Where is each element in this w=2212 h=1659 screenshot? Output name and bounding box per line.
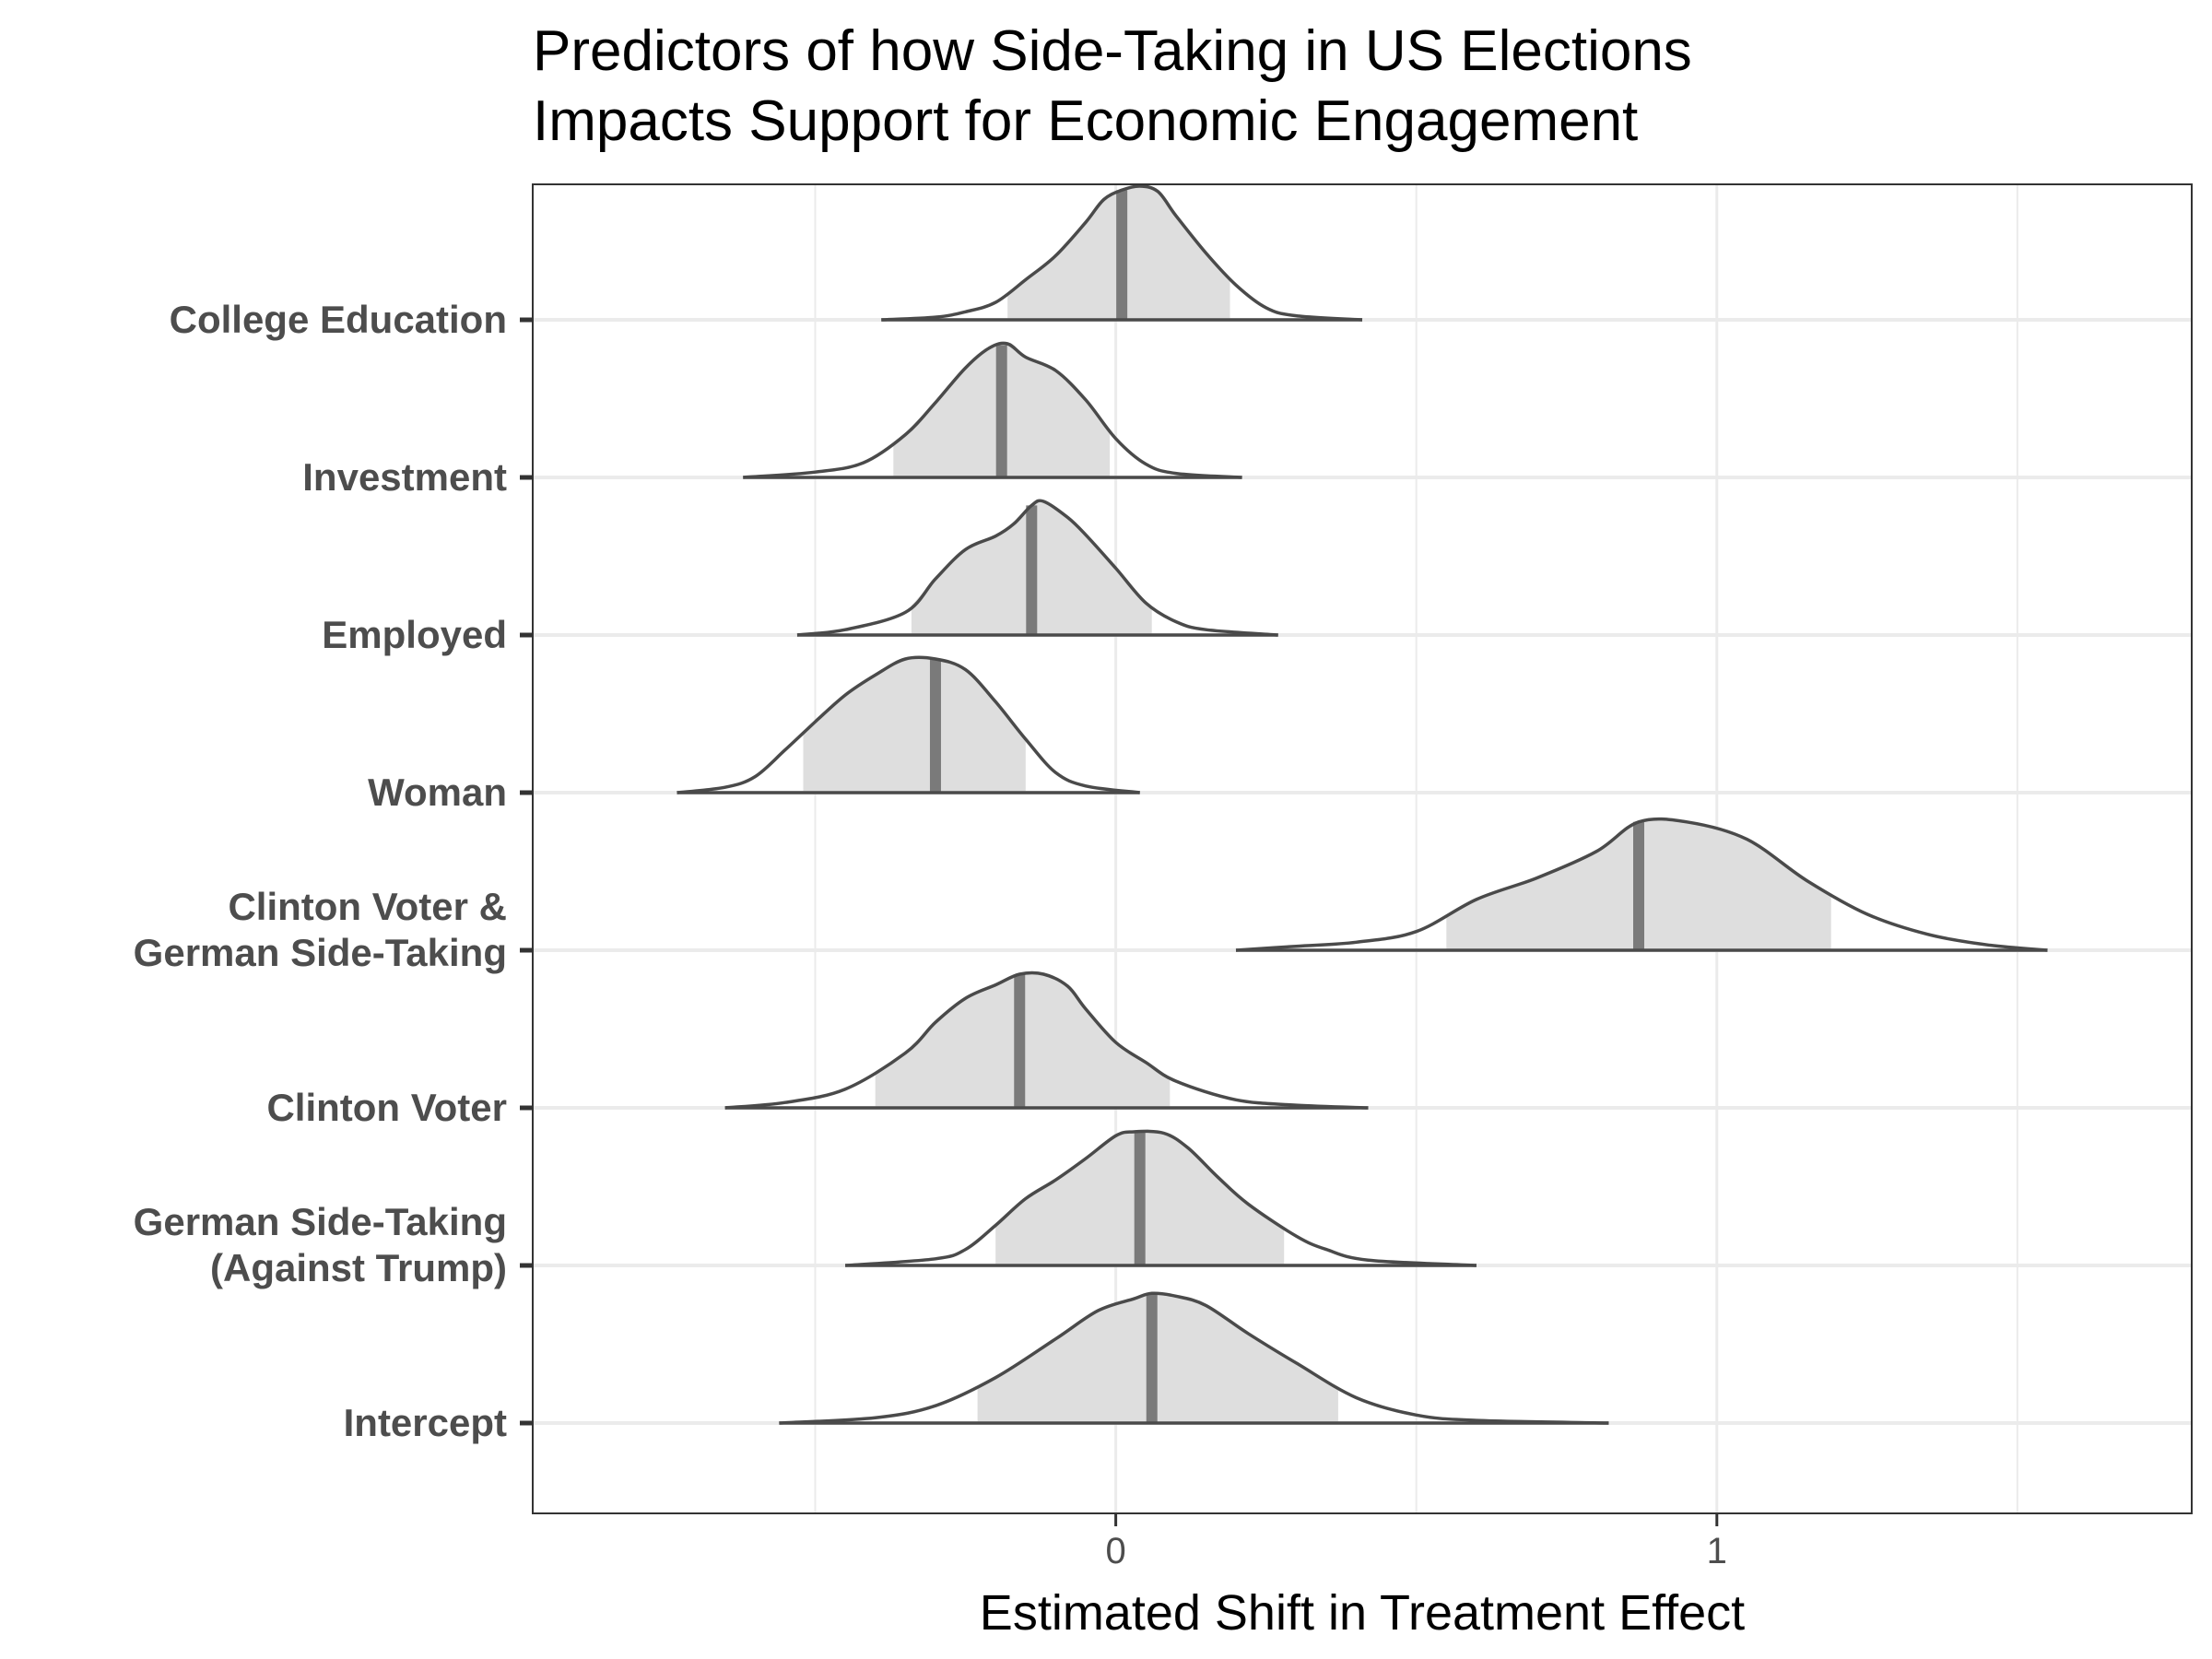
y-axis-labels: College Education Investment Employed Woman… bbox=[134, 298, 533, 1444]
x-tick-label: 1 bbox=[1707, 1531, 1727, 1571]
ridge-density-outline bbox=[1235, 817, 2048, 952]
y-axis-label: Woman bbox=[368, 771, 507, 814]
ridge-density-outline bbox=[677, 655, 1140, 794]
y-axis-label: Employed bbox=[322, 613, 507, 656]
y-axis-label: College Education bbox=[170, 298, 507, 341]
ridge-density-outline bbox=[881, 184, 1363, 322]
ridges bbox=[677, 184, 2048, 1425]
ridge-density-outline bbox=[724, 971, 1369, 1110]
y-axis-label: Clinton Voter & bbox=[228, 885, 507, 928]
x-axis-title: Estimated Shift in Treatment Effect bbox=[980, 1585, 1745, 1641]
y-axis-label: German Side-Taking bbox=[134, 1200, 507, 1243]
x-tick-label: 0 bbox=[1105, 1531, 1125, 1571]
chart-title-line-2: Impacts Support for Economic Engagement bbox=[533, 89, 1638, 153]
ridge-interval-fill bbox=[977, 1293, 1338, 1423]
ridge-interval-fill bbox=[803, 657, 1026, 793]
ridge-density-outline bbox=[779, 1291, 1609, 1425]
y-axis-label: Intercept bbox=[344, 1401, 507, 1444]
ridge-density-outline bbox=[844, 1129, 1477, 1267]
y-axis-label: Investment bbox=[302, 455, 507, 499]
ridge-density-outline bbox=[796, 499, 1278, 637]
panel-border bbox=[532, 183, 2193, 1514]
chart-title-line-1: Predictors of how Side-Taking in US Elec… bbox=[533, 19, 1692, 83]
y-axis-label: Clinton Voter bbox=[266, 1086, 507, 1129]
y-axis-label: German Side-Taking bbox=[134, 931, 507, 974]
ridge-density-outline bbox=[743, 341, 1242, 479]
y-axis-label: (Against Trump) bbox=[210, 1246, 507, 1289]
grid bbox=[533, 184, 2192, 1513]
